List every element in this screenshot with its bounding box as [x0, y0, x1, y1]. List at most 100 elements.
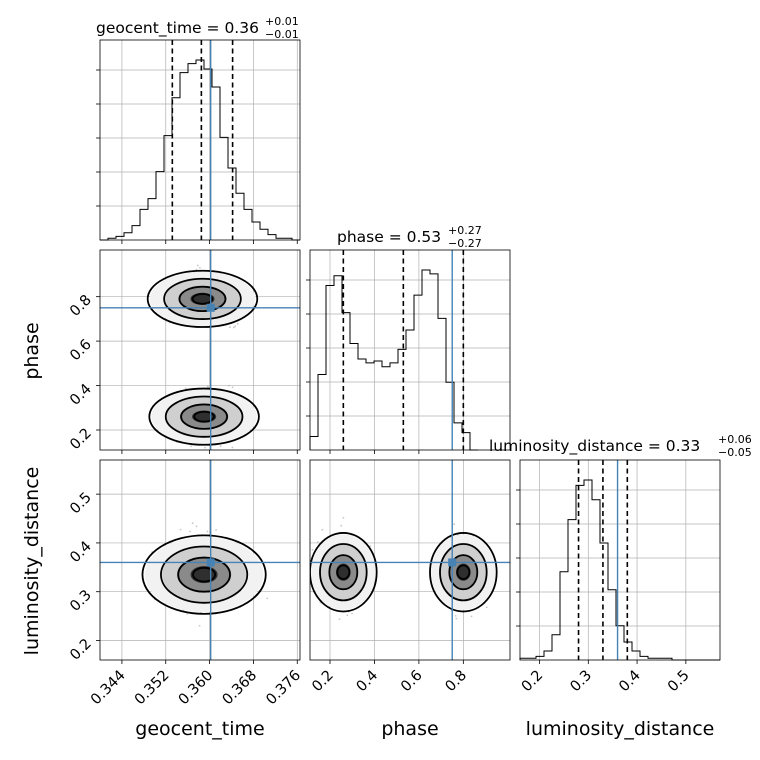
sample-point: [179, 528, 182, 531]
hist-frame: [99, 39, 301, 241]
panel-content: [100, 460, 300, 660]
title-luminosity-distance-minus: −0.05: [718, 446, 752, 459]
contour-core: [456, 564, 471, 580]
contour-core: [192, 566, 217, 583]
title-phase-plus: +0.27: [448, 224, 482, 237]
sample-point: [455, 617, 458, 620]
ytick-label-phase: 0.4: [67, 381, 95, 409]
xlabel-phase: phase: [381, 718, 438, 740]
sample-point: [346, 614, 349, 617]
sample-point: [206, 530, 209, 533]
sample-point: [338, 618, 341, 620]
hist-panel-luminosity-distance: [516, 459, 721, 664]
contour-inner: [177, 556, 231, 593]
contour-core: [193, 410, 215, 423]
contour-mid: [163, 277, 242, 320]
xtick-label-luminosity-distance: 0.5: [665, 668, 693, 696]
sample-point: [228, 384, 231, 387]
sample-point: [266, 597, 269, 600]
sample-point: [316, 541, 319, 543]
sample-point: [369, 545, 372, 547]
sample-point: [321, 528, 324, 531]
panel-frame: [99, 459, 301, 661]
ytick-label-luminosity-distance: 0.3: [67, 587, 95, 615]
xtick-label-luminosity-distance: 0.3: [567, 668, 595, 696]
contour-inner: [448, 554, 479, 591]
xlabel-geocent-time: geocent_time: [135, 718, 264, 740]
sample-point: [184, 387, 187, 390]
sample-point: [219, 445, 222, 448]
xtick-label-phase: 0.2: [309, 668, 337, 696]
sample-point: [233, 326, 235, 329]
ytick-label-luminosity-distance: 0.4: [67, 538, 95, 566]
sample-point: [215, 529, 218, 531]
hist-panel-phase: [306, 249, 511, 454]
xtick-label-phase: 0.4: [354, 668, 382, 696]
title-geocent-time: geocent_time = 0.36: [96, 19, 259, 38]
contour-mid: [164, 395, 244, 438]
title-geocent-time-plus: +0.01: [265, 15, 299, 28]
sample-point: [342, 516, 345, 519]
truth-marker: [206, 558, 215, 567]
sample-point: [199, 266, 201, 269]
sample-point: [189, 530, 191, 533]
sample-point: [351, 612, 353, 615]
xlabel-luminosity-distance: luminosity_distance: [526, 718, 715, 740]
contour-inner: [178, 285, 227, 313]
sample-point: [231, 386, 234, 389]
title-phase: phase = 0.53: [337, 228, 441, 246]
sample-point: [340, 524, 343, 527]
contour-mid: [160, 545, 249, 604]
xtick-label-geocent-time: 0.352: [132, 668, 173, 709]
ytick-label-phase: 0.6: [67, 337, 95, 365]
xtick-label-geocent-time: 0.376: [263, 668, 304, 709]
xtick-label-geocent-time: 0.344: [88, 668, 129, 709]
title-luminosity-distance-plus: +0.06: [718, 433, 752, 446]
sample-point: [196, 264, 199, 267]
title-luminosity-distance: luminosity_distance = 0.33: [489, 437, 700, 456]
hist-panel-geocent-time: [96, 39, 301, 244]
xtick-label-luminosity-distance: 0.4: [616, 668, 644, 696]
sample-point: [229, 326, 231, 329]
truth-marker: [206, 303, 215, 312]
panel-content: [100, 250, 300, 450]
xtick-label-geocent-time: 0.360: [176, 668, 217, 709]
sample-point: [198, 624, 201, 627]
sample-point: [195, 525, 198, 528]
ytick-label-phase: 0.8: [67, 292, 95, 320]
sample-point: [453, 523, 456, 526]
ytick-label-phase: 0.2: [67, 426, 95, 454]
contour-outer: [429, 532, 498, 613]
panel-frame: [99, 249, 301, 451]
xtick-label-geocent-time: 0.368: [220, 668, 261, 709]
scatter-panel-luminosity-distance-vs-geocent-time: [96, 459, 301, 664]
sample-point: [204, 446, 207, 449]
ylabel-luminosity-distance: luminosity_distance: [21, 467, 43, 656]
hist-step-2: [519, 479, 720, 661]
sample-point: [311, 548, 314, 551]
ylabel-phase: phase: [21, 322, 43, 379]
title-geocent-time-minus: −0.01: [265, 28, 299, 41]
contour-inner: [328, 554, 359, 591]
panel-frame: [309, 459, 511, 661]
xtick-label-phase: 0.6: [398, 668, 426, 696]
hist-frame: [519, 459, 721, 661]
sample-point: [470, 615, 473, 618]
contour-outer: [310, 532, 378, 613]
scatter-panel-phase-vs-geocent-time: [96, 249, 301, 454]
ytick-label-luminosity-distance: 0.5: [67, 490, 95, 518]
contour-outer: [148, 387, 260, 446]
hist-frame: [309, 249, 511, 451]
contour-core: [191, 293, 214, 305]
sample-point: [231, 446, 234, 449]
sample-point: [191, 522, 194, 525]
title-phase-minus: −0.27: [448, 237, 482, 250]
ytick-label-luminosity-distance: 0.2: [67, 636, 95, 664]
xtick-label-luminosity-distance: 0.2: [519, 668, 547, 696]
hist-step-1: [309, 269, 478, 451]
sample-point: [186, 613, 189, 615]
truth-marker: [448, 558, 457, 567]
contour-mid: [439, 543, 488, 602]
contour-core: [336, 564, 351, 580]
